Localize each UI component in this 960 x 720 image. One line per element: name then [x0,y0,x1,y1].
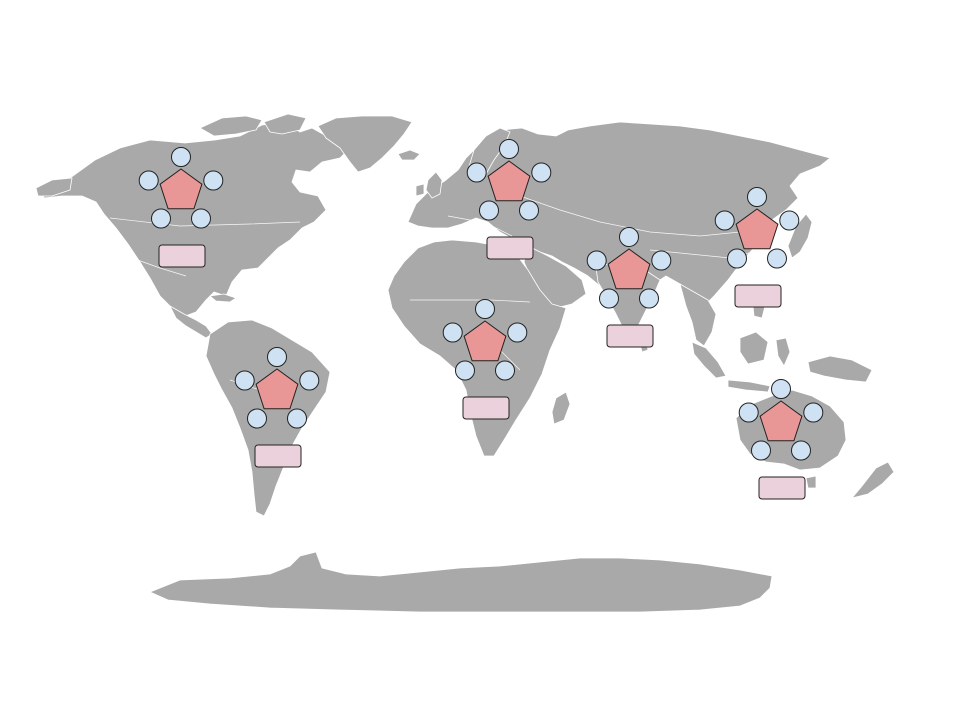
satellite-node-africa-4[interactable] [455,360,475,381]
cluster-layer [138,139,824,500]
satellite-node-south-asia-1[interactable] [619,227,639,247]
cluster-north-america [138,147,224,268]
hub-pentagon-europe[interactable] [487,160,531,202]
hub-pentagon-australia[interactable] [759,400,803,442]
satellite-node-south-asia-5[interactable] [586,250,607,271]
satellite-node-south-asia-2[interactable] [651,250,672,271]
satellite-node-south-america-2[interactable] [299,370,320,391]
cluster-south-america [234,347,320,468]
landmass-antarctica [149,551,773,613]
satellite-node-north-america-3[interactable] [191,208,211,229]
hub-pentagon-south-asia[interactable] [607,248,651,290]
landmass-new-guinea [807,355,873,383]
satellite-node-africa-3[interactable] [495,360,515,381]
cluster-south-asia [586,227,672,348]
label-box-south-america [254,444,302,468]
satellite-node-africa-1[interactable] [475,299,495,319]
satellite-node-south-america-4[interactable] [247,408,267,429]
satellite-node-africa-5[interactable] [442,322,463,343]
satellite-node-south-asia-4[interactable] [599,288,619,309]
satellite-node-europe-3[interactable] [519,200,539,221]
satellite-node-australia-4[interactable] [751,440,771,461]
label-box-africa [462,396,510,420]
landmass-cuba [209,293,237,303]
satellite-node-europe-2[interactable] [531,162,552,183]
satellite-node-europe-5[interactable] [466,162,487,183]
cluster-africa [442,299,528,420]
satellite-node-australia-3[interactable] [791,440,811,461]
border-us-canada [109,217,301,227]
landmass-central-america [169,305,213,339]
satellite-node-north-america-5[interactable] [138,170,159,191]
landmass-arctic-islands [199,115,263,137]
label-box-north-america [158,244,206,268]
landmass-madagascar [551,391,571,425]
landmass-sulawesi [775,337,791,367]
landmass-borneo [739,331,769,365]
satellite-node-east-asia-4[interactable] [727,248,747,269]
label-box-europe [486,236,534,260]
hub-pentagon-north-america[interactable] [159,168,203,210]
cluster-europe [466,139,552,260]
landmass-new-zealand [851,461,895,499]
landmass-alaska [35,177,73,197]
label-box-east-asia [734,284,782,308]
satellite-node-europe-4[interactable] [479,200,499,221]
landmass-baffin [263,113,307,135]
landmass-britain [425,171,443,199]
hub-pentagon-south-america[interactable] [255,368,299,410]
satellite-node-north-america-2[interactable] [203,170,224,191]
border-europe-1 [447,215,513,237]
satellite-node-australia-5[interactable] [738,402,759,423]
cluster-australia [738,379,824,500]
satellite-node-east-asia-5[interactable] [714,210,735,231]
satellite-node-east-asia-1[interactable] [747,187,767,207]
landmass-iceland [397,149,421,161]
satellite-node-north-america-1[interactable] [171,147,191,167]
cluster-east-asia [714,187,800,308]
landmass-sumatra [691,341,727,379]
hub-pentagon-africa[interactable] [463,320,507,362]
satellite-node-south-america-3[interactable] [287,408,307,429]
border-africa-1 [410,299,531,303]
label-box-australia [758,476,806,500]
landmass-tasmania [805,475,817,489]
hub-pentagon-east-asia[interactable] [735,208,779,250]
landmass-japan [787,213,813,259]
landmass-java [727,379,771,393]
satellite-node-east-asia-3[interactable] [767,248,787,269]
landmass-ireland [415,183,425,197]
satellite-node-south-america-5[interactable] [234,370,255,391]
satellite-node-south-asia-3[interactable] [639,288,659,309]
satellite-node-south-america-1[interactable] [267,347,287,367]
landmass-greenland [317,115,413,173]
satellite-node-north-america-4[interactable] [151,208,171,229]
border-us-mexico [131,257,187,277]
label-box-south-asia [606,324,654,348]
satellite-node-australia-2[interactable] [803,402,824,423]
satellite-node-australia-1[interactable] [771,379,791,399]
satellite-node-east-asia-2[interactable] [779,210,800,231]
satellite-node-europe-1[interactable] [499,139,519,159]
landmass-southeast-asia [679,283,717,347]
satellite-node-africa-2[interactable] [507,322,528,343]
landmass-south-america [205,319,331,517]
border-russia [519,195,741,237]
